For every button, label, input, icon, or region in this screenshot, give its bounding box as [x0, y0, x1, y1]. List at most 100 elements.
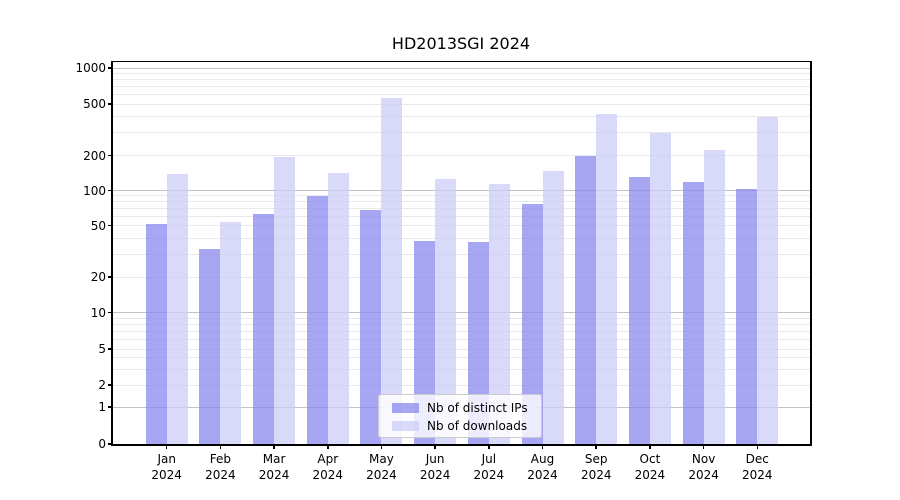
- legend-item-downloads: Nb of downloads: [379, 417, 541, 435]
- y-tick-50: [108, 224, 113, 227]
- y-tick-label-100: 100: [83, 183, 106, 198]
- gridline-90: [112, 195, 810, 197]
- gridline-800: [112, 79, 810, 81]
- legend-swatch-distinct-ips: [392, 403, 419, 413]
- x-tick-label-dec: Dec 2024: [742, 452, 773, 482]
- x-tick-oct: [649, 444, 651, 449]
- gridline-2: [112, 384, 810, 386]
- legend-item-distinct-ips: Nb of distinct IPs: [379, 399, 541, 417]
- y-tick-label-50: 50: [90, 218, 106, 233]
- y-tick-label-1: 1: [98, 400, 106, 414]
- x-tick-label-sep: Sep 2024: [580, 452, 612, 482]
- bar-distinct-ips-apr: [306, 195, 328, 444]
- bar-distinct-ips-oct: [628, 176, 650, 444]
- gridline-5: [112, 348, 810, 350]
- x-tick-jun: [434, 444, 436, 449]
- gridline-40: [112, 237, 810, 239]
- bar-downloads-dec: [757, 116, 779, 444]
- gridline-30: [112, 253, 810, 255]
- bar-downloads-sep: [596, 113, 618, 444]
- spine-bottom: [111, 444, 812, 446]
- legend: Nb of distinct IPs Nb of downloads: [378, 394, 542, 438]
- x-tick-label-jun: Jun 2024: [419, 452, 451, 482]
- y-tick-100: [108, 189, 113, 192]
- y-tick-label-20: 20: [90, 270, 106, 284]
- y-tick-200: [108, 154, 113, 157]
- bar-downloads-apr: [327, 173, 349, 444]
- bar-distinct-ips-jan: [145, 223, 167, 444]
- gridline-400: [112, 116, 810, 118]
- gridline-60: [112, 215, 810, 217]
- bar-downloads-feb: [220, 221, 242, 444]
- y-tick-label-0: 0: [98, 437, 106, 451]
- gridline-9: [112, 317, 810, 319]
- bar-downloads-jun: [435, 179, 457, 444]
- bar-distinct-ips-mar: [253, 213, 275, 444]
- y-tick-5: [108, 348, 113, 350]
- gridline-100: [112, 190, 810, 191]
- bar-distinct-ips-nov: [682, 182, 704, 444]
- spine-left: [111, 60, 113, 446]
- gridline-3: [112, 368, 810, 370]
- y-tick-label-5: 5: [98, 342, 106, 356]
- x-tick-feb: [219, 444, 222, 449]
- x-tick-label-apr: Apr 2024: [312, 452, 344, 482]
- bar-distinct-ips-jun: [414, 240, 436, 444]
- legend-label-downloads: Nb of downloads: [427, 419, 528, 433]
- gridline-20: [112, 276, 810, 278]
- gridline-10: [112, 312, 810, 313]
- gridline-7: [112, 330, 810, 332]
- x-tick-label-mar: Mar 2024: [258, 452, 290, 482]
- spine-right: [810, 60, 812, 446]
- x-tick-aug: [541, 444, 544, 449]
- gridline-4: [112, 357, 810, 359]
- x-tick-nov: [702, 444, 705, 449]
- bar-downloads-nov: [703, 150, 725, 444]
- y-tick-10: [108, 311, 113, 314]
- gridline-900: [112, 72, 810, 74]
- x-tick-may: [380, 444, 383, 449]
- gridline-8: [112, 323, 810, 325]
- x-tick-label-aug: Aug 2024: [527, 452, 558, 482]
- legend-swatch-downloads: [392, 421, 419, 431]
- bar-downloads-may: [381, 97, 403, 444]
- y-tick-0: [108, 443, 113, 445]
- x-tick-jul: [488, 444, 490, 449]
- spine-top: [111, 60, 812, 62]
- y-tick-1: [108, 406, 113, 408]
- bar-distinct-ips-jul: [467, 242, 489, 444]
- x-tick-mar: [273, 444, 275, 449]
- x-tick-label-jan: Jan 2024: [151, 452, 182, 482]
- y-tick-label-10: 10: [90, 305, 106, 320]
- bar-distinct-ips-feb: [199, 248, 221, 444]
- gridline-80: [112, 201, 810, 203]
- legend-label-distinct-ips: Nb of distinct IPs: [427, 401, 528, 415]
- gridline-70: [112, 208, 810, 209]
- bar-downloads-jan: [166, 174, 188, 444]
- x-tick-label-may: May 2024: [366, 452, 397, 482]
- gridline-200: [112, 155, 810, 156]
- x-tick-label-oct: Oct 2024: [634, 452, 666, 482]
- gridline-6: [112, 338, 810, 340]
- x-tick-label-feb: Feb 2024: [205, 452, 236, 482]
- gridline-300: [112, 132, 810, 134]
- bar-downloads-aug: [542, 171, 564, 444]
- chart-title: HD2013SGI 2024: [391, 34, 531, 53]
- x-tick-sep: [595, 444, 597, 449]
- x-tick-dec: [756, 444, 759, 449]
- y-tick-label-200: 200: [83, 148, 106, 163]
- y-tick-20: [108, 276, 113, 278]
- y-tick-label-500: 500: [83, 97, 106, 111]
- bar-downloads-jul: [488, 183, 510, 444]
- y-tick-label-1000: 1000: [75, 61, 106, 75]
- y-tick-1000: [108, 67, 113, 69]
- gridline-700: [112, 86, 810, 88]
- gridline-1000: [112, 67, 810, 69]
- gridline-600: [112, 94, 810, 96]
- y-tick-2: [108, 384, 113, 386]
- bar-distinct-ips-dec: [736, 189, 758, 444]
- bar-distinct-ips-sep: [575, 156, 597, 444]
- x-tick-label-nov: Nov 2024: [688, 452, 719, 482]
- bar-downloads-oct: [649, 132, 671, 444]
